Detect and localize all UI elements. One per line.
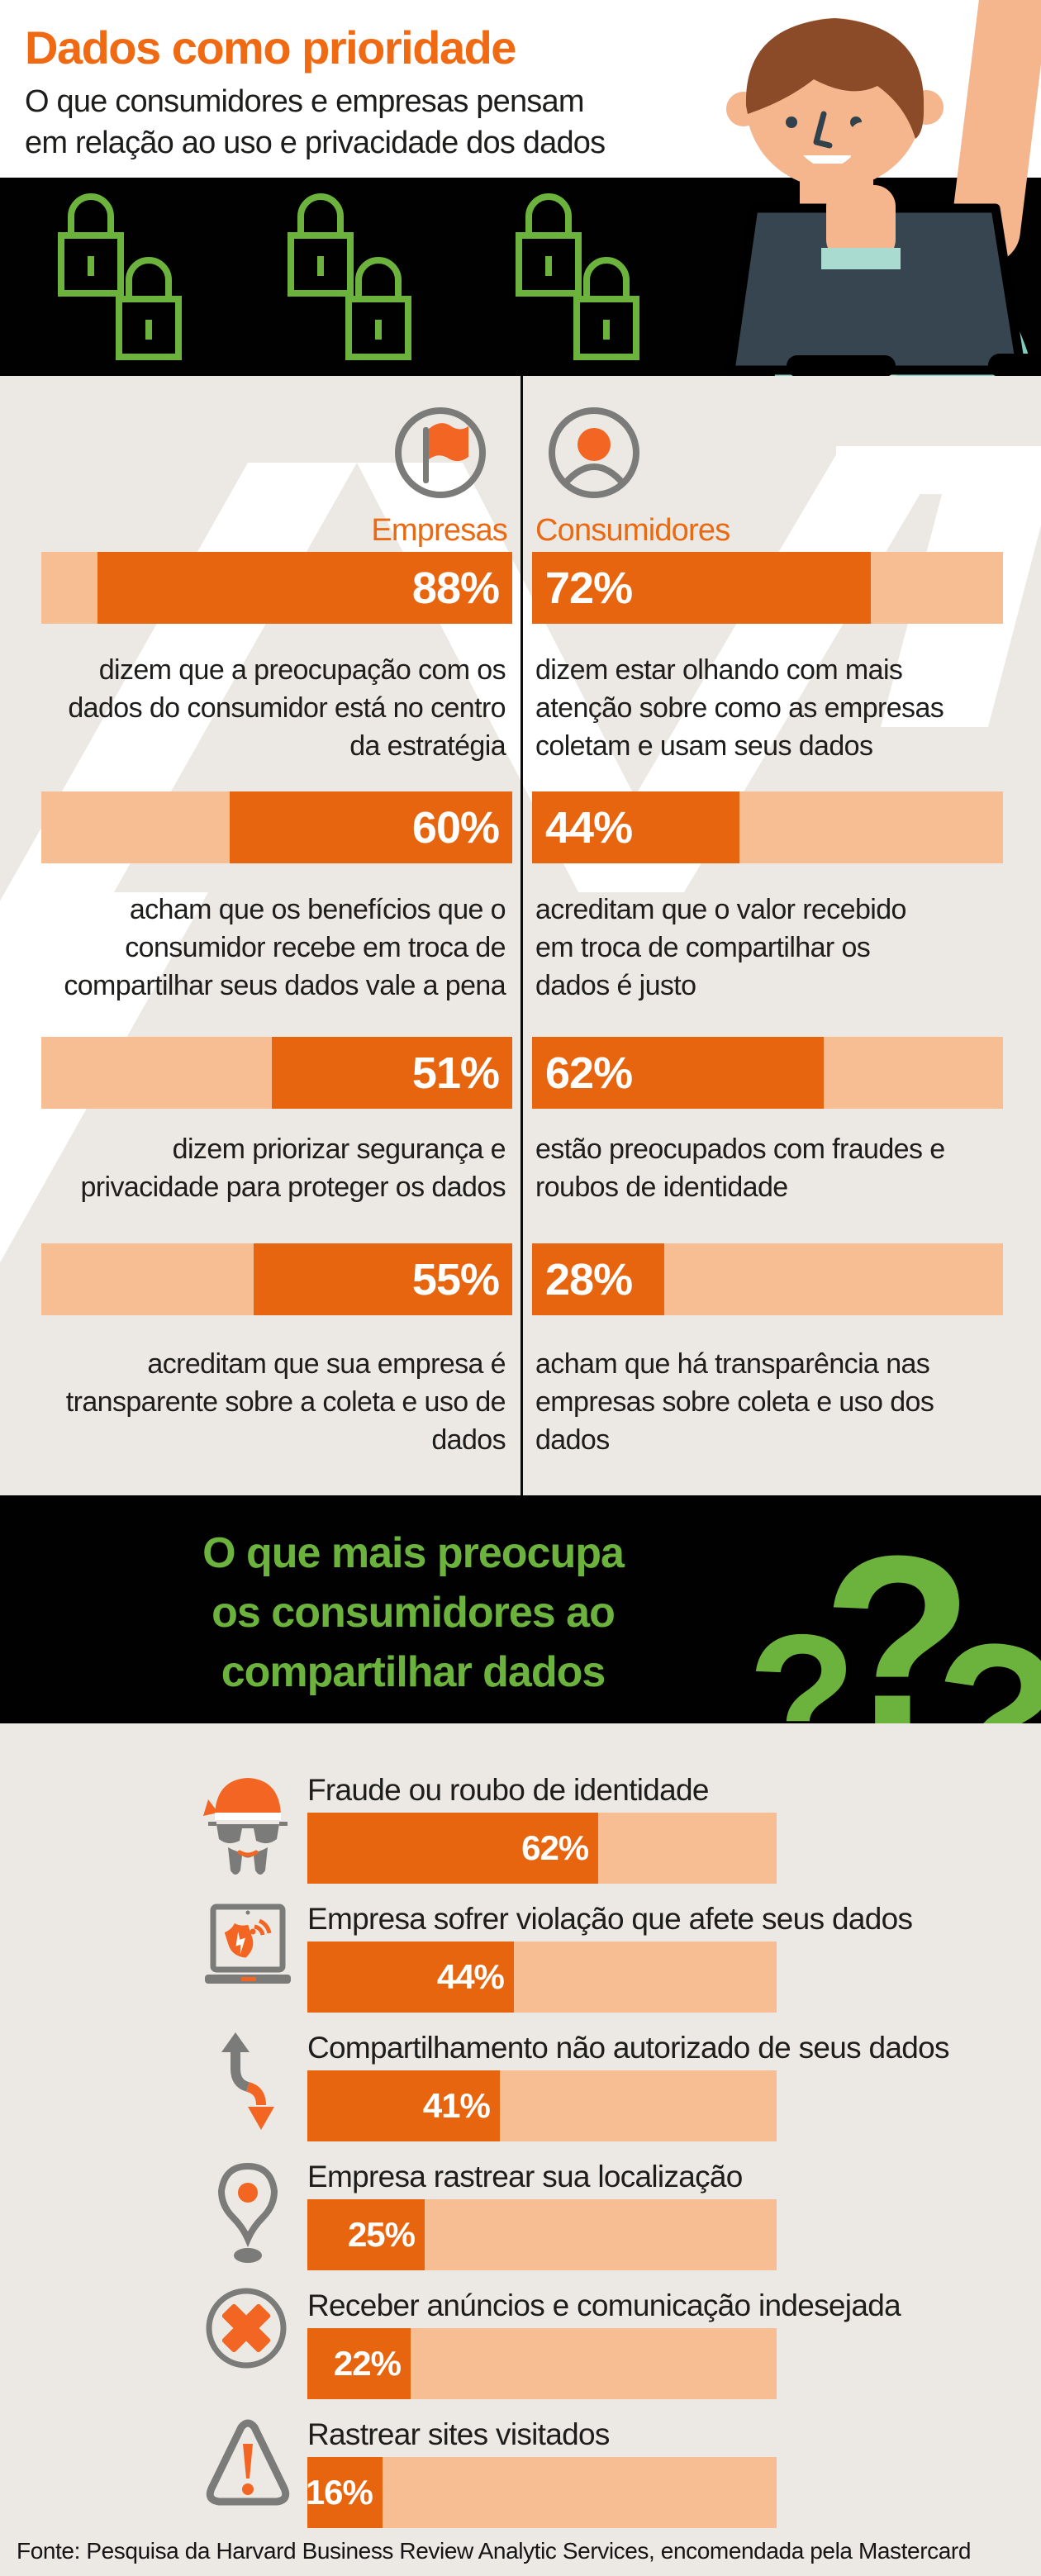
column-label-consumidores: Consumidores bbox=[535, 513, 730, 548]
concern-label: Rastrear sites visitados bbox=[307, 2417, 610, 2451]
bar-value: 72% bbox=[545, 563, 633, 613]
bar-value: 44% bbox=[436, 1957, 505, 1996]
laptop-icon bbox=[725, 203, 1041, 376]
concern-label: Empresa rastrear sua localização bbox=[307, 2160, 743, 2193]
concern-label: Empresa sofrer violação que afete seus d… bbox=[307, 1902, 913, 1936]
bar-value: 28% bbox=[545, 1254, 633, 1305]
bar-consumidores-1: 72% bbox=[532, 552, 1003, 624]
bar-value: 88% bbox=[411, 563, 500, 613]
bar-empresas-4: 55% bbox=[41, 1243, 512, 1315]
person-at-laptop-illustration bbox=[725, 0, 1041, 376]
compare-section: Empresas Consumidores 88% 72% dizem que … bbox=[0, 376, 1041, 1495]
padlock-icon bbox=[516, 193, 639, 360]
concern-label: Compartilhamento não autorizado de seus … bbox=[307, 2031, 950, 2065]
concern-bar: 44% bbox=[307, 1942, 777, 2013]
stat-text: acham que os benefícios que o consumidor… bbox=[64, 894, 506, 1001]
concern-row: Rastrear sites visitados 16% bbox=[0, 2414, 1041, 2543]
stat-text: acham que há transparência nas empresas … bbox=[535, 1348, 934, 1456]
concerns-section: Fraude ou roubo de identidade 62% bbox=[0, 1723, 1041, 2576]
padlock-icon bbox=[288, 193, 411, 360]
source-note: Fonte: Pesquisa da Harvard Business Revi… bbox=[17, 2538, 972, 2564]
stat-text: dizem estar olhando com mais atenção sob… bbox=[535, 654, 944, 762]
bar-consumidores-4: 28% bbox=[532, 1243, 1003, 1315]
unauthorized-share-icon bbox=[221, 2032, 274, 2130]
unwanted-ads-icon bbox=[206, 2288, 287, 2369]
bar-value: 25% bbox=[347, 2215, 416, 2254]
concern-row: Compartilhamento não autorizado de seus … bbox=[0, 2027, 1041, 2156]
pointing-hand-icon bbox=[821, 122, 901, 269]
flag-icon bbox=[395, 407, 486, 498]
stat-text: acreditam que sua empresa é transparente… bbox=[65, 1348, 506, 1456]
bar-value: 44% bbox=[545, 802, 633, 853]
bar-value: 22% bbox=[333, 2344, 402, 2383]
concerns-banner: O que mais preocupa os consumidores ao c… bbox=[0, 1495, 1041, 1723]
hero-illustration bbox=[0, 0, 1041, 376]
bar-value: 51% bbox=[411, 1048, 500, 1098]
bar-empresas-3: 51% bbox=[41, 1037, 512, 1109]
concern-bar: 22% bbox=[307, 2328, 777, 2399]
bar-empresas-1: 88% bbox=[41, 552, 512, 624]
column-divider bbox=[520, 376, 523, 1495]
bar-empresas-2: 60% bbox=[41, 791, 512, 863]
thief-icon bbox=[203, 1778, 288, 1875]
stat-text: dizem que a preocupação com os dados do … bbox=[68, 654, 506, 762]
concern-label: Receber anúncios e comunicação indesejad… bbox=[307, 2288, 901, 2322]
stat-text: estão preocupados com fraudes e roubos d… bbox=[535, 1134, 945, 1203]
concerns-title: O que mais preocupa os consumidores ao c… bbox=[202, 1529, 625, 1696]
location-pin-icon bbox=[217, 2162, 278, 2263]
consumer-icon bbox=[549, 407, 639, 498]
page-header: Dados como prioridade O que consumidores… bbox=[25, 23, 711, 164]
concern-bar: 25% bbox=[307, 2199, 777, 2270]
question-mark-icon: ? bbox=[748, 1597, 857, 1723]
concern-row: Empresa sofrer violação que afete seus d… bbox=[0, 1899, 1041, 2027]
bar-value: 41% bbox=[422, 2086, 491, 2125]
padlock-icon bbox=[58, 193, 182, 360]
stat-text: acreditam que o valor recebido em troca … bbox=[535, 894, 906, 1001]
concern-row: Receber anúncios e comunicação indesejad… bbox=[0, 2285, 1041, 2414]
stat-text: dizem priorizar segurança e privacidade … bbox=[80, 1134, 506, 1203]
padlock-icons bbox=[58, 193, 639, 360]
page-subtitle: O que consumidores e empresas pensam em … bbox=[25, 84, 606, 160]
bar-value: 55% bbox=[411, 1254, 500, 1305]
laptop-breach-icon bbox=[205, 1903, 291, 1984]
question-mark-icon: ? bbox=[920, 1595, 1041, 1723]
bar-value: 62% bbox=[545, 1048, 633, 1098]
concern-label: Fraude ou roubo de identidade bbox=[307, 1773, 709, 1807]
bar-value: 60% bbox=[411, 802, 500, 853]
bar-value: 62% bbox=[521, 1828, 589, 1867]
concern-bar: 16% bbox=[306, 2457, 777, 2528]
column-label-empresas: Empresas bbox=[371, 513, 507, 548]
concern-row: Empresa rastrear sua localização 25% bbox=[0, 2156, 1041, 2285]
concern-bar: 41% bbox=[307, 2070, 777, 2141]
question-mark-icon: ? bbox=[822, 1504, 974, 1723]
bar-consumidores-2: 44% bbox=[532, 791, 1003, 863]
site-tracking-icon bbox=[206, 2419, 290, 2506]
bar-value: 16% bbox=[305, 2473, 373, 2512]
page-title: Dados como prioridade bbox=[25, 21, 516, 74]
concern-row: Fraude ou roubo de identidade 62% bbox=[0, 1770, 1041, 1899]
bar-consumidores-3: 62% bbox=[532, 1037, 1003, 1109]
concern-bar: 62% bbox=[307, 1813, 777, 1884]
